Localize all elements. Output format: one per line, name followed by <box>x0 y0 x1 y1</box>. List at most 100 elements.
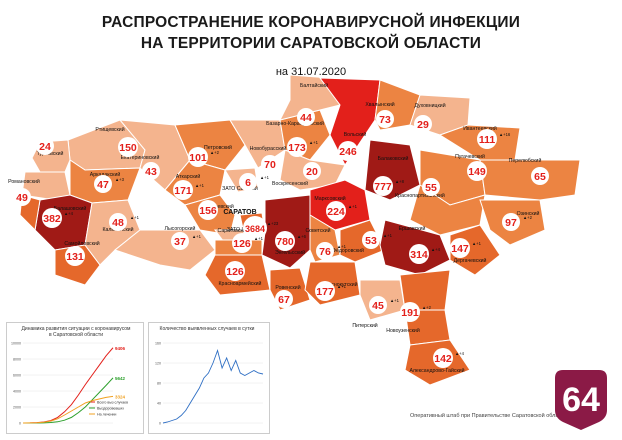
case-count: 67 <box>278 294 290 306</box>
case-delta: ▲+2 <box>422 305 432 310</box>
district-label: Советский <box>305 227 330 234</box>
case-count: 150 <box>119 142 137 154</box>
case-delta: ▲+4 <box>455 351 465 356</box>
case-count: 29 <box>417 119 429 131</box>
district-label: Ровенский <box>275 284 300 291</box>
case-count: 45 <box>372 300 384 312</box>
district-label: Краснокутский <box>322 281 357 288</box>
case-count-bubble <box>316 242 334 260</box>
district-label: Ивантеевский <box>463 125 497 132</box>
case-delta: ▲+1 <box>309 140 319 145</box>
district-label: Питерский <box>352 322 377 329</box>
case-count: 70 <box>264 159 276 171</box>
case-count: 3684 <box>245 224 265 234</box>
case-count-bubble <box>171 232 189 250</box>
case-count-bubble <box>433 348 453 368</box>
daily-chart-title: Количество выявленных случаев в сутки <box>159 326 255 332</box>
case-count-bubble <box>225 261 245 281</box>
case-count: 65 <box>534 171 546 183</box>
case-delta: ▲+8 <box>395 179 405 184</box>
footer-credit: Оперативный штаб при Правительстве Сарат… <box>410 413 567 419</box>
case-count-bubble <box>232 233 252 253</box>
case-delta: ▲+16 <box>499 132 511 137</box>
case-count-bubble <box>400 302 420 322</box>
case-count: 111 <box>479 134 496 146</box>
district-label: Александрово-Гайский <box>409 367 464 374</box>
case-count: 53 <box>365 235 377 247</box>
case-count-bubble <box>467 161 487 181</box>
case-count-bubble <box>198 200 218 220</box>
series-end-label: 3324 <box>115 394 126 399</box>
case-count: 55 <box>425 182 437 194</box>
case-delta: ▲+4 <box>431 247 441 252</box>
district-label: Краснопартизанский <box>395 192 445 199</box>
cumulative-chart-panel: Динамика развития ситуации с коронавирус… <box>6 322 144 434</box>
case-delta: ▲+6 <box>297 234 307 239</box>
case-count: 224 <box>327 206 345 218</box>
district-label: Базарно-Карабулакский <box>266 120 324 127</box>
case-count: 246 <box>339 146 357 158</box>
case-count: 24 <box>39 141 51 153</box>
district-label: Дергачевский <box>454 257 487 264</box>
case-count: 20 <box>306 166 318 178</box>
series-end-label: 5642 <box>115 376 126 381</box>
y-tick-label: 10000 <box>11 342 21 346</box>
case-delta: ▲+1 <box>337 244 347 249</box>
case-count-bubble <box>422 178 440 196</box>
district-label: Балашовский <box>54 205 87 212</box>
case-count-bubble <box>303 162 321 180</box>
case-count-bubble <box>243 216 267 240</box>
case-count-bubble <box>275 231 295 251</box>
map-title-line2: НА ТЕРРИТОРИИ САРАТОВСКОЙ ОБЛАСТИ <box>140 35 482 52</box>
case-count-bubble <box>373 176 393 196</box>
case-count: 48 <box>112 217 124 229</box>
case-count-bubble <box>142 162 160 180</box>
series-end-label: 9406 <box>115 346 126 351</box>
case-delta: ▲+1 <box>192 234 202 239</box>
case-delta: ▲+1 <box>130 215 140 220</box>
case-delta: ▲+4 <box>64 211 74 216</box>
district-label: Лысогорский <box>165 225 196 232</box>
case-delta: ▲+2 <box>210 150 220 155</box>
case-count-bubble <box>376 110 394 128</box>
case-count: 171 <box>174 185 192 197</box>
case-count: 73 <box>379 114 391 126</box>
case-count-bubble <box>502 213 520 231</box>
y-tick-label: 8000 <box>13 358 21 362</box>
y-tick-label: 6000 <box>13 374 21 378</box>
case-count-bubble <box>414 115 432 133</box>
case-delta: ▲+1 <box>383 233 393 238</box>
district-label: Новобурасский <box>250 145 287 152</box>
district-label: Аркадакский <box>90 171 121 178</box>
case-delta: ▲+1 <box>472 241 482 246</box>
district-label: Новоузенский <box>386 327 420 334</box>
case-delta: ▲+1 <box>390 298 400 303</box>
district-label: Воскресенский <box>272 180 308 187</box>
case-count-bubble <box>109 213 127 231</box>
case-count: 777 <box>374 181 392 193</box>
case-count-bubble <box>477 129 497 149</box>
district-перелюбский <box>479 159 581 201</box>
case-delta: ▲+23 <box>267 221 279 226</box>
case-count: 156 <box>199 205 217 217</box>
district-label: Хвалынский <box>365 101 394 108</box>
case-delta: ▲+2 <box>523 215 533 220</box>
district-label: Ртищевский <box>95 126 124 133</box>
y-tick-label: 40 <box>157 402 161 406</box>
cumulative-chart-title: Динамика развития ситуации с коронавирус… <box>21 326 131 338</box>
case-count-bubble <box>338 141 358 161</box>
district-label: Екатериновский <box>121 154 160 161</box>
case-count: 173 <box>288 142 306 154</box>
legend-label: На лечении <box>97 413 116 417</box>
district-label: Духовницкий <box>414 102 445 109</box>
daily-chart: 0 40 80 120 160 <box>155 342 264 426</box>
case-count-bubble <box>65 246 85 266</box>
district-label: Самойловский <box>64 240 99 247</box>
case-count: 126 <box>233 238 251 250</box>
district-label: Татищевский <box>202 203 234 210</box>
badge-number: 64 <box>562 381 600 419</box>
case-count-bubble <box>287 137 307 157</box>
y-tick-label: 80 <box>157 382 161 386</box>
case-count-bubble <box>94 175 112 193</box>
y-tick-label: 2000 <box>13 406 21 410</box>
